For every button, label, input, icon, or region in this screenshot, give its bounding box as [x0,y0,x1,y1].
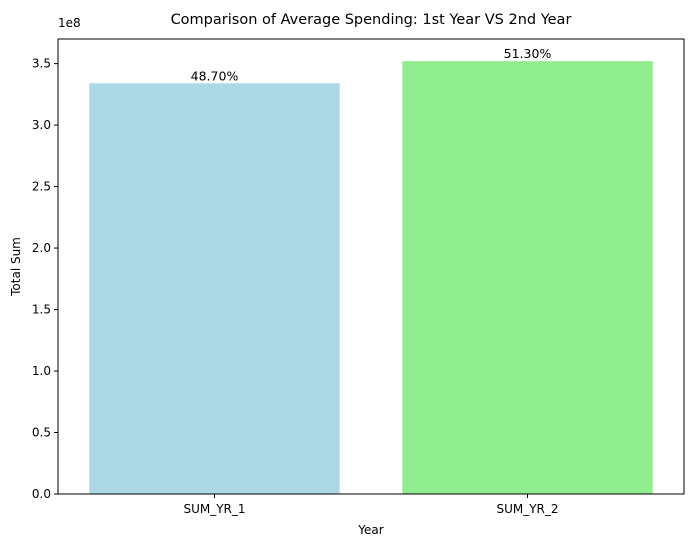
y-axis: 0.0 0.5 1.0 1.5 2.0 2.5 3.0 3.5 [32,57,58,501]
bar-sum-yr-2 [402,61,653,495]
y-tick-label: 3.0 [32,118,51,132]
bar-data-label: 48.70% [191,68,239,83]
chart-title: Comparison of Average Spending: 1st Year… [171,12,572,28]
plot-frame [57,38,685,495]
y-axis-offset-label: 1e8 [58,16,81,30]
x-tick-label: SUM_YR_1 [183,502,245,516]
y-tick-label: 2.0 [32,241,51,255]
x-tick-label: SUM_YR_2 [496,502,558,516]
bar-sum-yr-1 [89,83,340,495]
bar-labels-group: 48.70% 51.30% [191,46,552,83]
y-tick-label: 1.5 [32,303,51,317]
x-axis-label: Year [357,523,383,537]
y-tick-label: 0.5 [32,426,51,440]
y-tick-label: 1.0 [32,364,51,378]
y-tick-label: 3.5 [32,57,51,71]
bar-data-label: 51.30% [504,46,552,61]
x-axis: SUM_YR_1 SUM_YR_2 [183,494,559,516]
y-tick-label: 0.0 [32,487,51,501]
bars-group [89,61,653,495]
y-tick-label: 2.5 [32,180,51,194]
y-axis-label: Total Sum [9,237,23,297]
